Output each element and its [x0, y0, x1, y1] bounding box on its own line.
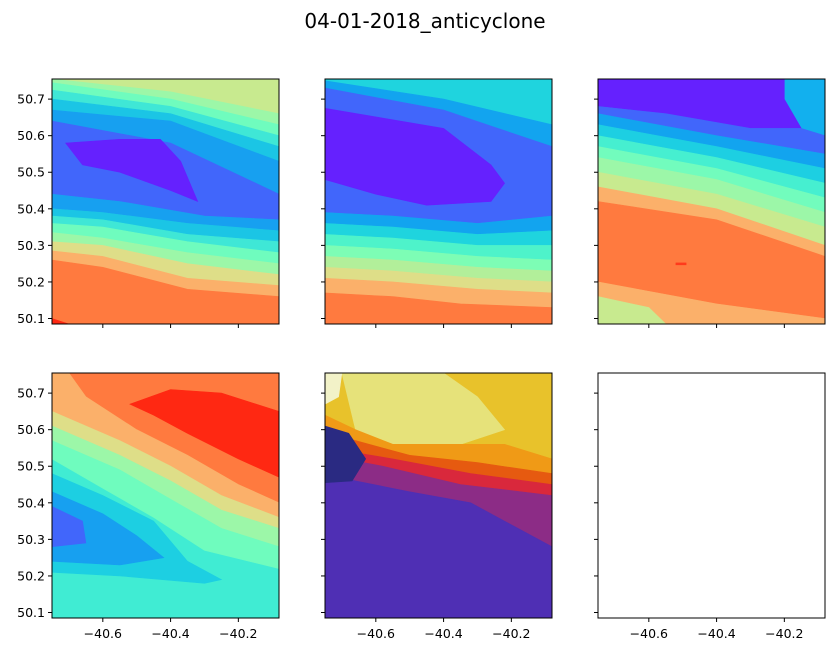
y-tick-label: 50.4 — [17, 201, 45, 216]
contour-band — [52, 506, 87, 548]
contour-band — [325, 425, 367, 484]
contour-band — [52, 109, 279, 195]
x-tick-label: −40.2 — [219, 626, 257, 641]
contour-band — [52, 440, 279, 569]
contour-band — [325, 373, 343, 405]
contour-band — [325, 80, 552, 147]
contour-band — [52, 89, 279, 147]
contour-band — [598, 201, 825, 319]
axes-frame — [51, 372, 280, 619]
x-tick-label: −40.2 — [765, 626, 803, 641]
x-tick-label: −40.2 — [492, 626, 530, 641]
y-tick-label: 50.7 — [17, 92, 45, 107]
y-tick-label: 50.2 — [17, 568, 45, 583]
contour-band — [52, 318, 69, 324]
axes-frame — [597, 372, 826, 619]
contour-band — [52, 491, 165, 566]
contour-band — [65, 139, 199, 203]
y-tick-label: 50.2 — [17, 274, 45, 289]
axes-frame — [597, 78, 826, 325]
subplot-grid: 50.150.250.350.450.550.650.7−40.6 −40.4 −4… — [17, 78, 826, 641]
contour-band — [598, 186, 825, 257]
x-tick-label: −40.4 — [151, 626, 189, 641]
contour-band — [325, 292, 552, 324]
contour-band — [675, 262, 687, 266]
contour-band — [598, 113, 825, 169]
y-tick-label: 50.4 — [17, 495, 45, 510]
chart-title: 04-01-2018_anticyclone — [304, 9, 545, 33]
y-tick-label: 50.5 — [17, 459, 45, 474]
axes-frame — [51, 78, 280, 325]
y-tick-label: 50.1 — [17, 311, 45, 326]
x-tick-label: −40.4 — [697, 626, 735, 641]
axes-frame — [324, 78, 553, 325]
contour-band — [325, 107, 505, 206]
x-tick-label: −40.4 — [424, 626, 462, 641]
y-tick-label: 50.6 — [17, 422, 45, 437]
panel-4: −40.6 −40.4 −40.2 50.1 50.2 50.3 50.4 50.5 50.6 5… — [17, 372, 280, 641]
contour-band — [598, 296, 667, 324]
contour-band — [129, 389, 279, 478]
contour-band — [598, 146, 825, 213]
y-tick-label: 50.7 — [17, 386, 45, 401]
contour-band — [52, 98, 279, 162]
y-tick-label: 50.3 — [17, 238, 45, 253]
y-tick-label: 50.1 — [17, 605, 45, 620]
contour-band — [598, 124, 825, 184]
panel-2 — [321, 78, 553, 328]
x-tick-label: −40.6 — [357, 626, 395, 641]
contour-band — [325, 473, 552, 618]
y-tick-label: 50.5 — [17, 165, 45, 180]
panel-5: −40.6 −40.4 −40.2 — [321, 372, 553, 641]
panel-1: 50.1 50.2 50.3 50.4 50.5 50.6 50.7 — [17, 78, 280, 328]
y-tick-label: 50.6 — [17, 128, 45, 143]
plot-background — [598, 373, 825, 618]
panel-3 — [594, 78, 826, 328]
x-tick-label: −40.6 — [630, 626, 668, 641]
contour-band — [52, 82, 279, 137]
contour-band — [598, 171, 825, 246]
axes-frame — [324, 372, 553, 619]
y-tick-label: 50.3 — [17, 532, 45, 547]
panel-6: −40.6 −40.4 −40.2 — [594, 372, 826, 641]
x-tick-label: −40.6 — [84, 626, 122, 641]
